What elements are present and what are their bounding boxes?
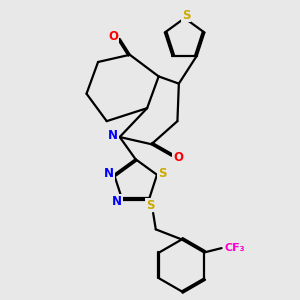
Text: S: S — [182, 9, 190, 22]
Text: S: S — [146, 199, 154, 212]
Text: O: O — [173, 151, 183, 164]
Text: O: O — [108, 29, 118, 43]
Text: N: N — [112, 195, 122, 208]
Text: CF₃: CF₃ — [224, 243, 245, 253]
Text: N: N — [104, 167, 114, 180]
Text: N: N — [108, 129, 118, 142]
Text: S: S — [158, 167, 167, 180]
